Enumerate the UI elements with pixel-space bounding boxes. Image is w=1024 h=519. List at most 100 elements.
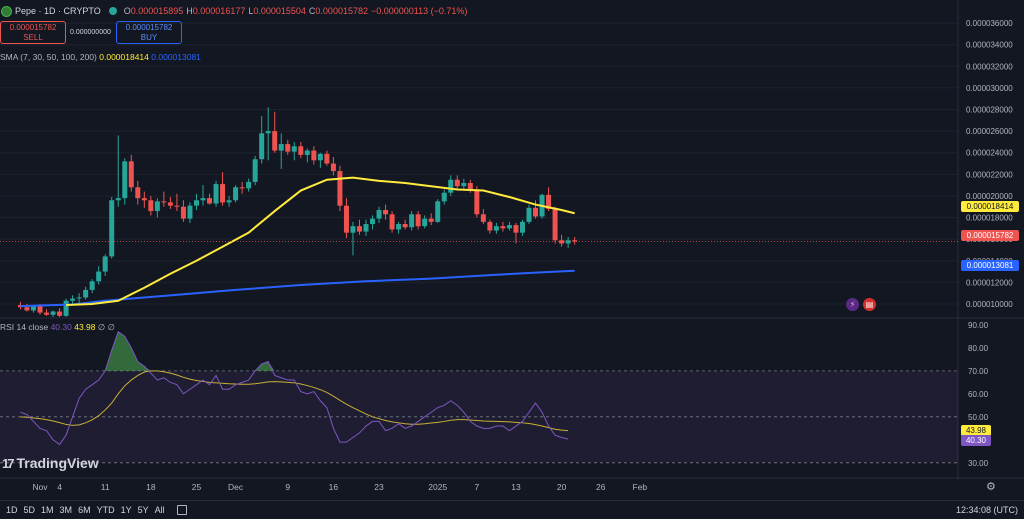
candle-body <box>317 153 323 161</box>
timeframe-5d[interactable]: 5D <box>23 505 36 515</box>
candle-body <box>519 221 525 233</box>
timeframe-3m[interactable]: 3M <box>59 505 73 515</box>
rsi-tag: 40.30 <box>961 435 991 446</box>
candle-body <box>278 144 284 151</box>
sell-button[interactable]: 0.000015782 SELL <box>0 21 66 44</box>
sma-legend-label: SMA (7, 30, 50, 100, 200) <box>0 52 97 62</box>
candle-body <box>350 226 356 233</box>
rsi-tick-label: 70.00 <box>968 367 989 376</box>
candle <box>76 293 82 303</box>
candle-body <box>343 205 349 233</box>
candle-body <box>167 202 173 206</box>
candle <box>337 165 343 212</box>
candle-body <box>89 281 95 290</box>
candle-body <box>402 224 408 228</box>
candle <box>193 193 199 210</box>
candle <box>565 236 571 248</box>
rsi-legend[interactable]: RSI 14 close 40.30 43.98 ∅ ∅ <box>0 322 115 333</box>
high-label: H <box>186 6 193 16</box>
time-tick-label: 23 <box>374 482 384 492</box>
candle <box>500 221 506 232</box>
candle <box>213 180 219 207</box>
candle-body <box>141 198 147 201</box>
price-tick-label: 0.000012000 <box>966 278 1013 287</box>
candle-body <box>311 150 317 161</box>
price-tick-label: 0.000028000 <box>966 106 1013 115</box>
candle <box>559 234 565 247</box>
last-price-tag: 0.000015782 <box>961 230 1019 241</box>
flash-icon[interactable]: ⚡ <box>846 298 859 311</box>
candle <box>441 189 447 205</box>
timeframe-5y[interactable]: 5Y <box>137 505 149 515</box>
sma-legend[interactable]: SMA (7, 30, 50, 100, 200) 0.000018414 0.… <box>0 52 201 62</box>
candle <box>128 154 134 192</box>
candle-body <box>265 131 271 134</box>
timeframe-ytd[interactable]: YTD <box>96 505 115 515</box>
candle <box>148 195 154 216</box>
candle-body <box>200 198 206 201</box>
candle-body <box>193 200 199 206</box>
utc-clock[interactable]: 12:34:08 (UTC) <box>955 505 1018 515</box>
timeframe-1d[interactable]: 1D <box>6 505 18 515</box>
candle <box>89 279 95 294</box>
candle-body <box>220 184 226 203</box>
calendar-icon[interactable] <box>176 505 187 515</box>
candle <box>448 175 454 196</box>
timeframe-1y[interactable]: 1Y <box>120 505 132 515</box>
candle <box>278 133 284 169</box>
timeframe-all[interactable]: All <box>154 505 165 515</box>
candle <box>356 219 362 235</box>
timeframe-6m[interactable]: 6M <box>78 505 91 515</box>
rsi-grid <box>0 370 958 464</box>
market-status-icon <box>108 7 117 15</box>
time-tick-label: Dec <box>228 482 244 492</box>
high-value: 0.000016177 <box>192 6 246 16</box>
candle-body <box>50 311 56 315</box>
candle <box>343 198 349 239</box>
price-chart[interactable]: 0.000036000 0.000034000 0.000032000 0.00003… <box>0 0 1024 500</box>
candle-body <box>135 187 141 199</box>
candle-body <box>422 218 428 227</box>
candle-body <box>370 218 376 225</box>
price-tick-label: 0.000010000 <box>966 300 1013 309</box>
buy-price: 0.000015782 <box>125 23 173 32</box>
candle <box>389 211 395 233</box>
candle <box>200 185 206 206</box>
rsi-line <box>20 331 569 446</box>
time-tick-label: 20 <box>557 482 567 492</box>
rsi-overbought-fill <box>20 331 569 371</box>
rsi-value: 40.30 <box>50 322 72 332</box>
candle-body <box>246 181 252 189</box>
tradingview-logo[interactable]: 17 TradingView <box>2 455 99 471</box>
candle <box>207 193 213 205</box>
symbol-header: Pepe · 1D · CRYPTO O 0.000015895 H 0.00001… <box>0 4 470 18</box>
sell-price: 0.000015782 <box>9 23 57 32</box>
price-tick-label: 0.000032000 <box>966 62 1013 71</box>
pepe-logo-icon <box>1 5 12 17</box>
rsi-ma-line <box>20 370 569 432</box>
candle <box>298 141 304 159</box>
settings-gear-icon[interactable]: ⚙ <box>986 481 996 493</box>
candle <box>154 198 160 218</box>
candle-body <box>70 298 76 301</box>
timeframe-1m[interactable]: 1M <box>41 505 54 515</box>
candle-body <box>239 187 245 189</box>
candle <box>572 236 578 245</box>
candle <box>396 221 402 234</box>
candle-body <box>376 209 382 219</box>
rsi-ma-value: 43.98 <box>74 322 96 332</box>
candle-body <box>148 200 154 212</box>
candle <box>461 178 467 191</box>
symbol-title[interactable]: Pepe · 1D · CRYPTO <box>15 6 101 16</box>
us-flag-icon[interactable]: ▤ <box>863 298 876 311</box>
time-tick-label: 9 <box>285 482 290 492</box>
candle <box>122 158 128 205</box>
candle-body <box>363 224 369 232</box>
candle <box>363 219 369 236</box>
candle <box>109 197 115 259</box>
candle <box>135 180 141 205</box>
candle <box>239 181 245 194</box>
candle-body <box>565 240 571 244</box>
candle <box>415 211 421 230</box>
buy-button[interactable]: 0.000015782 BUY <box>116 21 182 44</box>
